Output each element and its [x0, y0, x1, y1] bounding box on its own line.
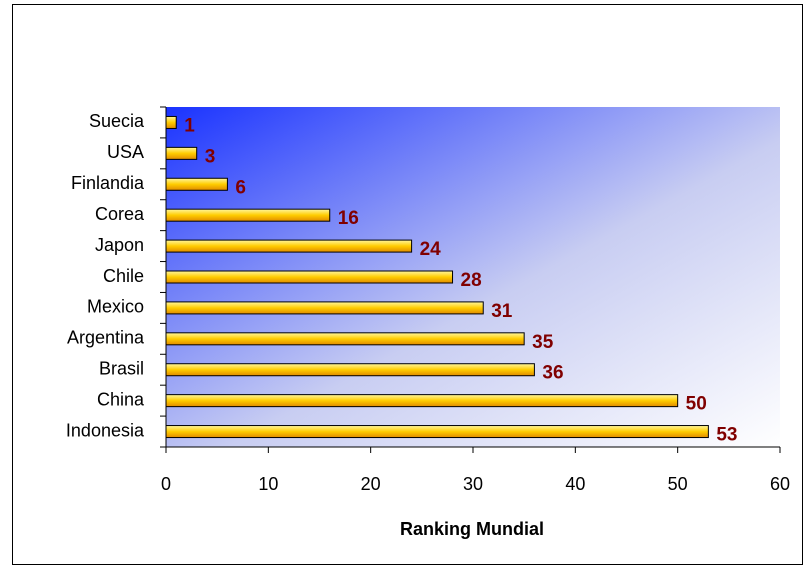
x-tick-label: 60	[770, 474, 790, 494]
data-label: 36	[542, 363, 563, 384]
y-tick-label: Mexico	[87, 297, 144, 317]
bar	[165, 363, 535, 377]
x-tick-label: 30	[463, 474, 483, 494]
bar	[165, 177, 228, 191]
bar	[165, 270, 454, 284]
bar	[165, 239, 413, 253]
bar	[165, 301, 484, 315]
y-tick-label: Finlandia	[71, 173, 145, 193]
bar	[165, 115, 177, 129]
y-tick-label: Suecia	[89, 111, 145, 131]
data-label: 35	[532, 332, 554, 353]
y-tick-label: Brasil	[99, 358, 144, 378]
x-axis-title: Ranking Mundial	[400, 519, 544, 539]
y-tick-label: Corea	[95, 204, 145, 224]
x-tick-label: 40	[565, 474, 585, 494]
x-tick-label: 0	[161, 474, 171, 494]
data-label: 24	[420, 239, 442, 260]
data-label: 1	[184, 115, 195, 136]
y-tick-label: Japon	[95, 235, 144, 255]
y-tick-label: Chile	[103, 266, 144, 286]
y-tick-label: Indonesia	[66, 420, 145, 440]
data-label: 50	[686, 394, 707, 415]
y-tick-label: China	[97, 389, 145, 409]
x-tick-label: 20	[361, 474, 381, 494]
x-tick-label: 10	[258, 474, 278, 494]
data-label: 3	[205, 146, 216, 167]
x-tick-label: 50	[668, 474, 688, 494]
bar	[165, 425, 709, 439]
y-tick-label: Argentina	[67, 328, 145, 348]
data-label: 28	[461, 270, 482, 291]
bar	[165, 332, 525, 346]
bar	[165, 394, 679, 408]
data-label: 16	[338, 208, 359, 229]
bar	[165, 146, 198, 160]
bar	[165, 208, 331, 222]
data-label: 6	[235, 177, 246, 198]
data-label: 53	[716, 425, 737, 446]
y-tick-label: USA	[107, 142, 144, 162]
data-label: 31	[491, 301, 513, 322]
